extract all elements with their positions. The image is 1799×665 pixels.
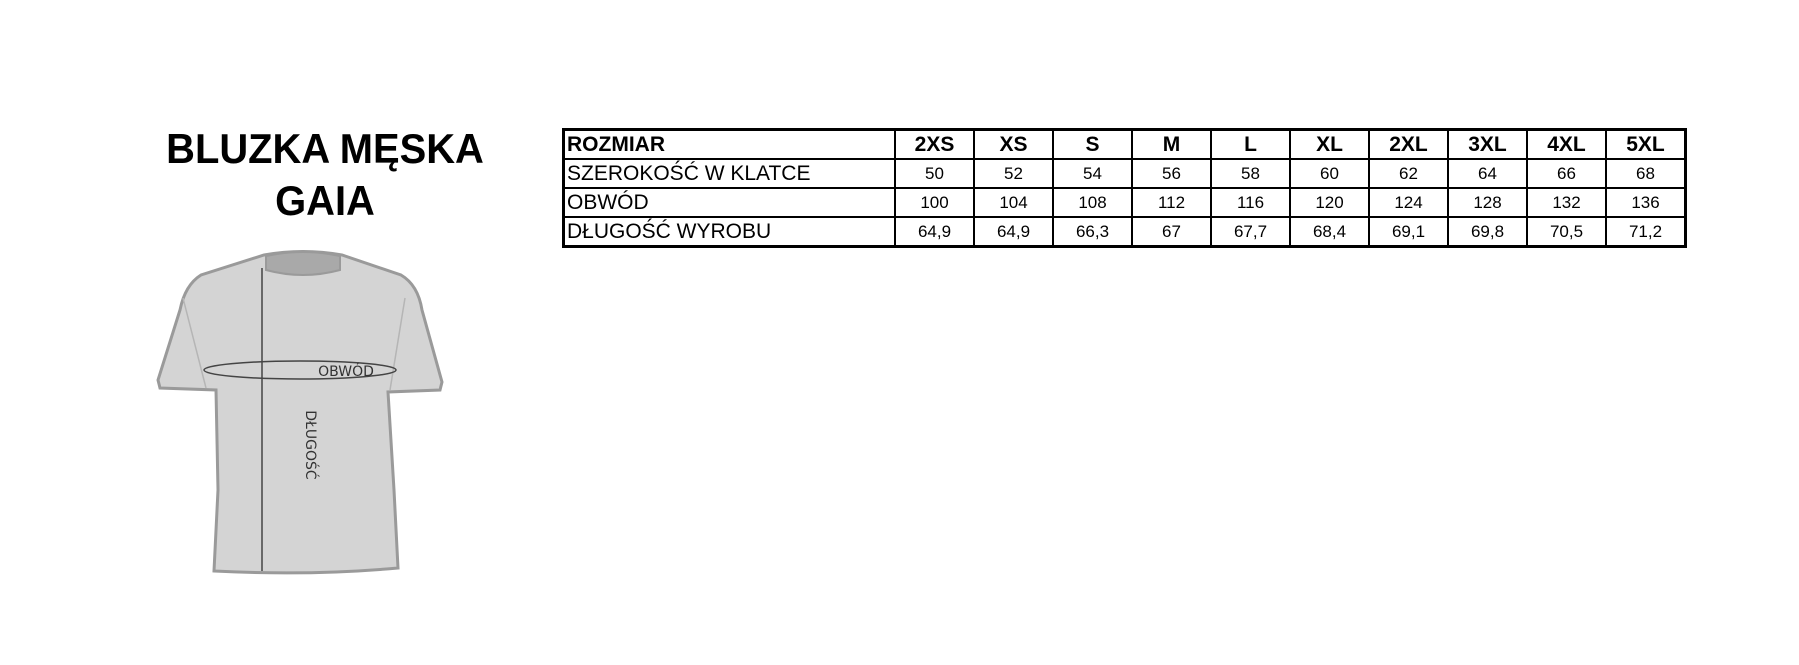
- row-label: OBWÓD: [562, 187, 896, 218]
- sleeve-seam-right: [389, 297, 406, 391]
- table-cell: 54: [1052, 158, 1133, 189]
- table-cell: 67,7: [1210, 216, 1291, 248]
- circumference-label: OBWÓD: [318, 362, 374, 380]
- size-header-m: M: [1131, 128, 1212, 160]
- shirt-body: [156, 250, 444, 575]
- table-cell: 66: [1526, 158, 1607, 189]
- product-title-line2: GAIA: [275, 177, 375, 224]
- size-header-3xl: 3XL: [1447, 128, 1528, 160]
- table-cell: 66,3: [1052, 216, 1133, 248]
- size-header-4xl: 4XL: [1526, 128, 1607, 160]
- table-cell: 69,1: [1368, 216, 1449, 248]
- table-cell: 116: [1210, 187, 1291, 218]
- table-cell: 62: [1368, 158, 1449, 189]
- table-row: DŁUGOŚĆ WYROBU 64,9 64,9 66,3 67 67,7 68,4 69,1…: [562, 216, 1687, 248]
- table-cell: 64,9: [973, 216, 1054, 248]
- table-cell: 112: [1131, 187, 1212, 218]
- table-cell: 124: [1368, 187, 1449, 218]
- table-cell: 64: [1447, 158, 1528, 189]
- table-cell: 69,8: [1447, 216, 1528, 248]
- table-cell: 132: [1526, 187, 1607, 218]
- row-label: DŁUGOŚĆ WYROBU: [562, 216, 896, 248]
- size-header-2xl: 2XL: [1368, 128, 1449, 160]
- size-chart-table: ROZMIAR 2XS XS S M L XL 2XL 3XL 4XL 5XL SZEROKOŚĆ…: [562, 128, 1687, 248]
- table-row: OBWÓD 100 104 108 112 116 120 124 128 132 136: [562, 187, 1687, 218]
- table-cell: 52: [973, 158, 1054, 189]
- size-header-l: L: [1210, 128, 1291, 160]
- size-header-s: S: [1052, 128, 1133, 160]
- size-header-2xs: 2XS: [894, 128, 975, 160]
- table-cell: 100: [894, 187, 975, 218]
- table-cell: 67: [1131, 216, 1212, 248]
- table-cell: 104: [973, 187, 1054, 218]
- table-cell: 64,9: [894, 216, 975, 248]
- row-label: SZEROKOŚĆ W KLATCE: [562, 158, 896, 189]
- table-cell: 68,4: [1289, 216, 1370, 248]
- collar: [265, 251, 341, 276]
- table-row: SZEROKOŚĆ W KLATCE 50 52 54 56 58 60 62 64 66 68: [562, 158, 1687, 189]
- size-header-xs: XS: [973, 128, 1054, 160]
- size-header-xl: XL: [1289, 128, 1370, 160]
- table-cell: 70,5: [1526, 216, 1607, 248]
- table-cell: 128: [1447, 187, 1528, 218]
- table-header-row: ROZMIAR 2XS XS S M L XL 2XL 3XL 4XL 5XL: [562, 128, 1687, 160]
- product-title-line1: BLUZKA MĘSKA: [166, 125, 484, 172]
- sleeve-seam-left: [182, 297, 207, 389]
- tshirt-diagram: OBWÓD DŁUGOŚĆ: [156, 250, 444, 575]
- table-cell: 120: [1289, 187, 1370, 218]
- table-cell: 71,2: [1605, 216, 1687, 248]
- circumference-ellipse: [203, 360, 397, 380]
- table-cell: 50: [894, 158, 975, 189]
- table-cell: 56: [1131, 158, 1212, 189]
- length-label: DŁUGOŚĆ: [302, 410, 320, 480]
- table-cell: 108: [1052, 187, 1133, 218]
- table-cell: 60: [1289, 158, 1370, 189]
- table-cell: 58: [1210, 158, 1291, 189]
- size-header-5xl: 5XL: [1605, 128, 1687, 160]
- header-label: ROZMIAR: [562, 128, 896, 160]
- table-cell: 68: [1605, 158, 1687, 189]
- table-cell: 136: [1605, 187, 1687, 218]
